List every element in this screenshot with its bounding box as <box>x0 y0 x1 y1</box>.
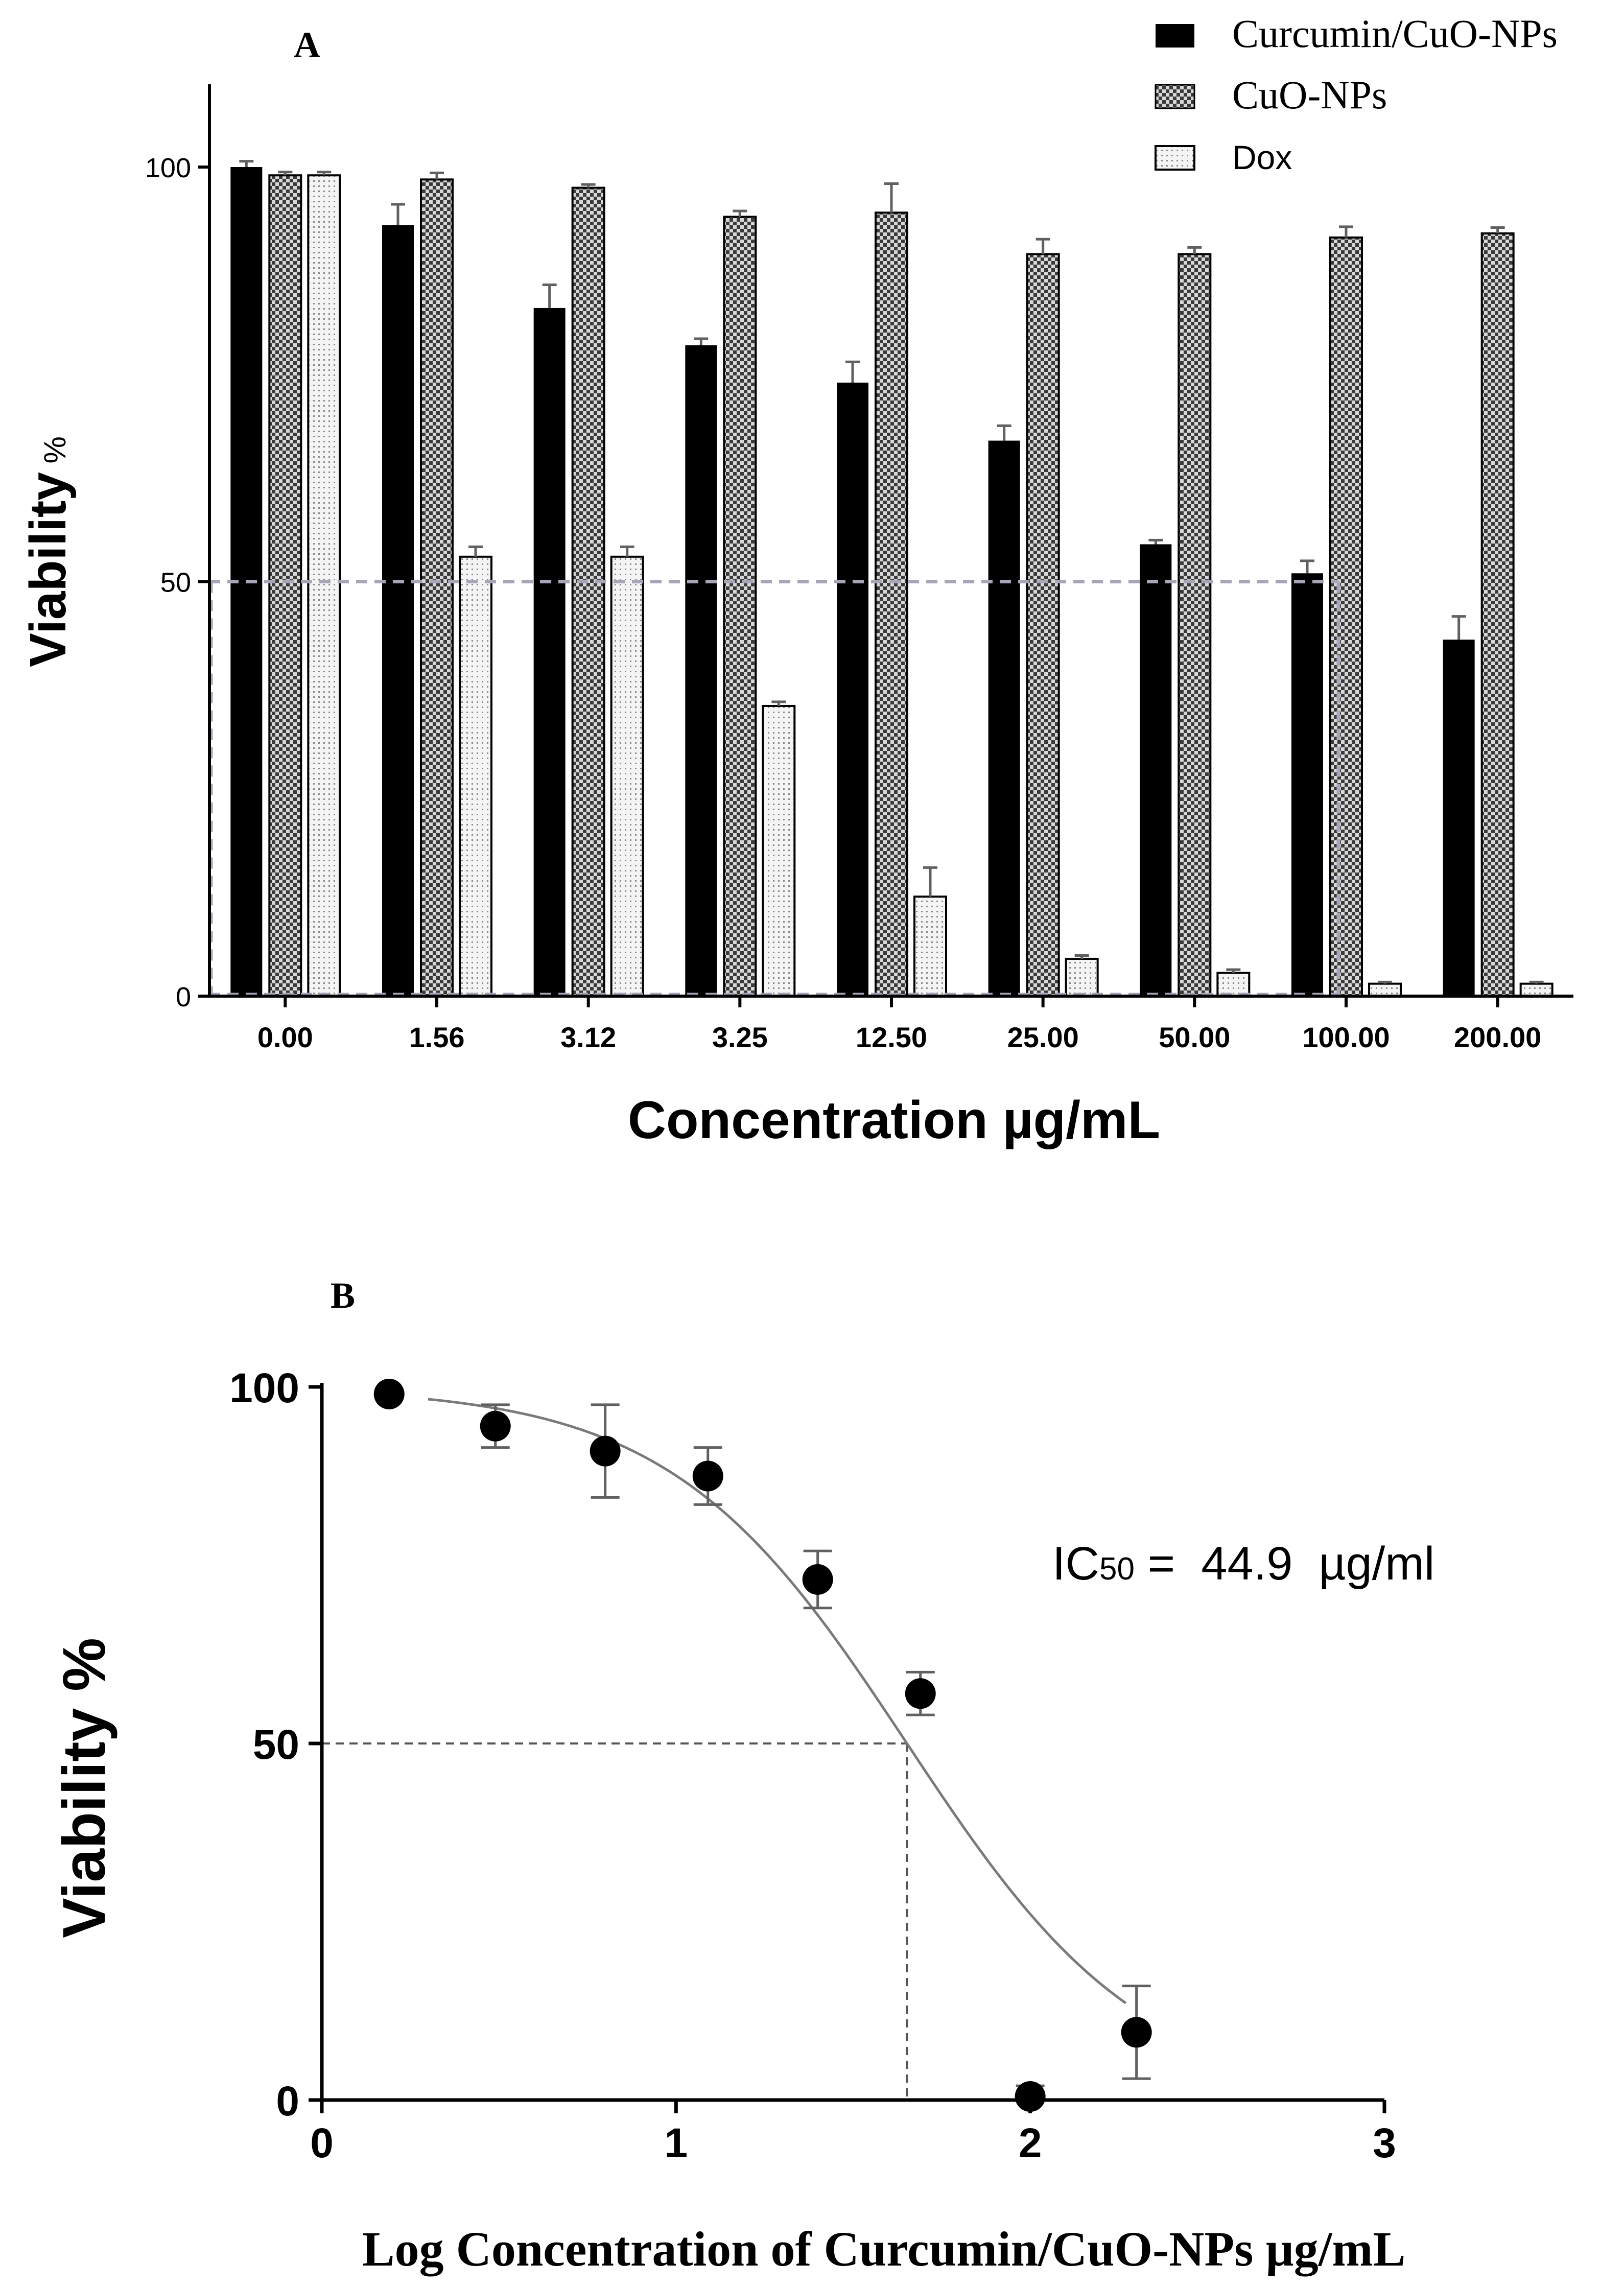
bar-cuo-nps-100-00 <box>1329 236 1363 998</box>
panel-a-y-tick-label-50: 50 <box>160 568 191 598</box>
panel-b-dose-response: B 0 50 100 0 1 2 3 Log Concentration of Curcu… <box>51 1275 1434 2276</box>
panel-a-x-tick-label-0-00: 0.00 <box>257 1021 313 1053</box>
bar-dox-12-50 <box>913 895 947 997</box>
legend-swatch-curcumin-cuo-nps <box>1156 24 1194 48</box>
bar-curcumin-cuo-nps-25-00 <box>988 440 1020 996</box>
legend-swatch-dox <box>1155 145 1195 171</box>
panel-a-x-tick-label-100-00: 100.00 <box>1302 1021 1390 1053</box>
panel-b-x-ticks: 0 1 2 3 <box>310 2100 1396 2166</box>
ic50-annotation-prefix: IC <box>1052 1538 1099 1590</box>
bar-cuo-nps-25-00 <box>1026 253 1060 997</box>
panel-b-y-tick-label-50: 50 <box>253 1722 299 1768</box>
bar-dox-3-25 <box>762 704 796 997</box>
panel-a-y-axis-title-main: Viability <box>19 472 77 667</box>
data-point-7 <box>1121 2017 1152 2048</box>
bar-cuo-nps-3-25 <box>723 216 757 997</box>
bar-dox-25-00 <box>1065 957 1099 997</box>
bar-curcumin-cuo-nps-100-00 <box>1291 573 1323 996</box>
panel-b-x-axis-title: Log Concentration of Curcumin/CuO-NPs µg… <box>362 2222 1406 2276</box>
panel-a-x-tick-label-200-00: 200.00 <box>1454 1021 1541 1053</box>
panel-a-y-axis-title-unit: % <box>38 436 72 472</box>
legend-label-curcumin-cuo-nps: Curcumin/CuO-NPs <box>1232 11 1558 56</box>
panel-a-y-axis-title: Viability % <box>19 436 77 667</box>
panel-b-points <box>373 1378 1152 2112</box>
legend-swatch-cuo-nps <box>1155 84 1195 109</box>
bar-cuo-nps-50-00 <box>1178 253 1212 997</box>
bar-dox-0-00 <box>307 174 341 998</box>
panel-a-legend: Curcumin/CuO-NPs CuO-NPs Dox <box>1155 11 1558 176</box>
panel-b-x-tick-label-1: 1 <box>665 2120 688 2166</box>
panel-a-x-axis-title: Concentration µg/mL <box>628 1091 1160 1150</box>
panel-b-y-tick-label-0: 0 <box>276 2078 299 2125</box>
panel-b-x-tick-label-2: 2 <box>1019 2120 1042 2166</box>
panel-b-y-axis-title: Viability % <box>51 1638 118 1938</box>
bar-dox-50-00 <box>1216 972 1251 998</box>
panel-a-x-tick-label-25-00: 25.00 <box>1007 1021 1079 1053</box>
panel-a-x-tick-label-3-12: 3.12 <box>560 1021 616 1053</box>
data-point-2 <box>590 1435 621 1467</box>
ic50-annotation: IC50 = 44.9 µg/ml <box>1052 1538 1434 1590</box>
panel-a-label: A <box>294 25 320 65</box>
bar-curcumin-cuo-nps-3-25 <box>685 345 717 996</box>
panel-b-y-tick-label-100: 100 <box>229 1365 299 1411</box>
legend-label-cuo-nps: CuO-NPs <box>1232 73 1387 117</box>
panel-a-y-tick-label-100: 100 <box>145 153 191 183</box>
bar-cuo-nps-12-50 <box>875 211 908 997</box>
bar-cuo-nps-1-56 <box>420 178 454 998</box>
bar-curcumin-cuo-nps-200-00 <box>1443 640 1475 996</box>
data-point-5 <box>905 1678 936 1709</box>
panel-b-fit-curve <box>428 1398 1127 2005</box>
data-point-1 <box>480 1410 511 1442</box>
bar-curcumin-cuo-nps-50-00 <box>1140 544 1172 996</box>
bar-dox-3-12 <box>610 555 644 998</box>
legend-label-dox: Dox <box>1232 138 1292 176</box>
panel-a-y-tick-label-0: 0 <box>176 982 191 1012</box>
ic50-annotation-value: = 44.9 µg/ml <box>1135 1538 1434 1590</box>
panel-a-bar-chart: A 0 50 100 0.00 1.56 3.12 3.25 12.50 25.00 50.00… <box>19 11 1573 1150</box>
panel-a-x-ticks: 0.00 1.56 3.12 3.25 12.50 25.00 50.00 100.00 200… <box>257 996 1541 1053</box>
panel-b-y-ticks: 0 50 100 <box>229 1365 322 2125</box>
bar-curcumin-cuo-nps-3-12 <box>533 308 566 997</box>
bar-dox-200-00 <box>1519 982 1554 998</box>
panel-a-x-tick-label-12-50: 12.50 <box>856 1021 927 1053</box>
bar-dox-100-00 <box>1368 982 1402 998</box>
data-point-6 <box>1015 2081 1046 2112</box>
panel-a-x-tick-label-1-56: 1.56 <box>409 1021 465 1053</box>
panel-b-ic50-guides <box>322 1742 908 2100</box>
panel-a-y-ticks: 0 50 100 <box>145 153 209 1012</box>
bar-dox-1-56 <box>459 555 492 998</box>
bar-cuo-nps-3-12 <box>571 186 605 998</box>
panel-a-x-tick-label-50-00: 50.00 <box>1159 1021 1230 1053</box>
data-point-4 <box>802 1564 833 1595</box>
ic50-annotation-subscript: 50 <box>1099 1551 1135 1587</box>
bar-cuo-nps-0-00 <box>268 174 302 998</box>
data-point-3 <box>692 1460 723 1492</box>
bar-cuo-nps-200-00 <box>1480 232 1515 998</box>
panel-a-x-tick-label-3-25: 3.25 <box>712 1021 768 1053</box>
panel-a-error-bars <box>239 160 1544 984</box>
panel-b-label: B <box>331 1275 355 1316</box>
bar-curcumin-cuo-nps-1-56 <box>382 225 414 996</box>
panel-b-x-tick-label-3: 3 <box>1373 2120 1396 2166</box>
bar-curcumin-cuo-nps-12-50 <box>837 382 868 996</box>
panel-b-x-tick-label-0: 0 <box>310 2120 334 2166</box>
data-point-0 <box>373 1378 405 1409</box>
